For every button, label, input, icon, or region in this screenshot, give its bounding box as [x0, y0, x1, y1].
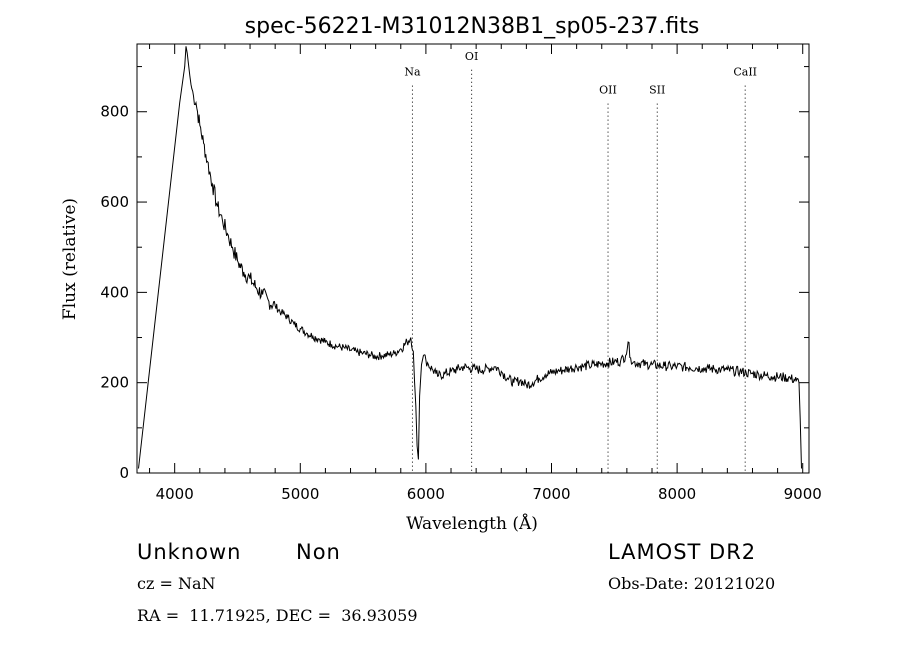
x-tick-label: 4000	[156, 485, 194, 503]
redshift-text: cz = NaN	[137, 574, 216, 593]
x-axis-label: Wavelength (Å)	[406, 513, 538, 534]
x-axis-ticks: 4000 5000 6000 7000 8000 9000	[149, 44, 822, 503]
chart-title: spec-56221-M31012N38B1_sp05-237.fits	[245, 14, 700, 39]
x-tick-label: 5000	[281, 485, 319, 503]
y-tick-label: 800	[100, 103, 129, 121]
x-tick-label: 9000	[784, 485, 822, 503]
spectrum-series-line	[138, 46, 802, 469]
spectral-line-markers: Na OI OII SII CaII	[404, 50, 757, 473]
y-tick-label: 400	[100, 283, 129, 301]
x-tick-label: 6000	[407, 485, 445, 503]
subclass-text: Non	[296, 540, 341, 564]
spectral-line-label: Na	[404, 66, 421, 79]
plot-frame	[136, 43, 810, 474]
spectral-line-label: OII	[599, 84, 617, 97]
y-tick-label: 200	[100, 374, 129, 392]
y-axis-ticks: 0 200 400 600 800	[100, 66, 809, 482]
spectral-line-label: CaII	[733, 66, 757, 79]
x-tick-label: 8000	[658, 485, 696, 503]
object-class-text: Unknown	[137, 540, 241, 564]
y-tick-label: 0	[119, 464, 129, 482]
coordinates-text: RA = 11.71925, DEC = 36.93059	[137, 606, 418, 625]
obs-date-text: Obs-Date: 20121020	[608, 574, 775, 593]
survey-text: LAMOST DR2	[608, 540, 756, 564]
spectral-line-label: SII	[649, 84, 665, 97]
y-axis-label: Flux (relative)	[60, 198, 80, 320]
y-tick-label: 600	[100, 193, 129, 211]
spectral-line-label: OI	[465, 50, 478, 63]
x-tick-label: 7000	[532, 485, 570, 503]
